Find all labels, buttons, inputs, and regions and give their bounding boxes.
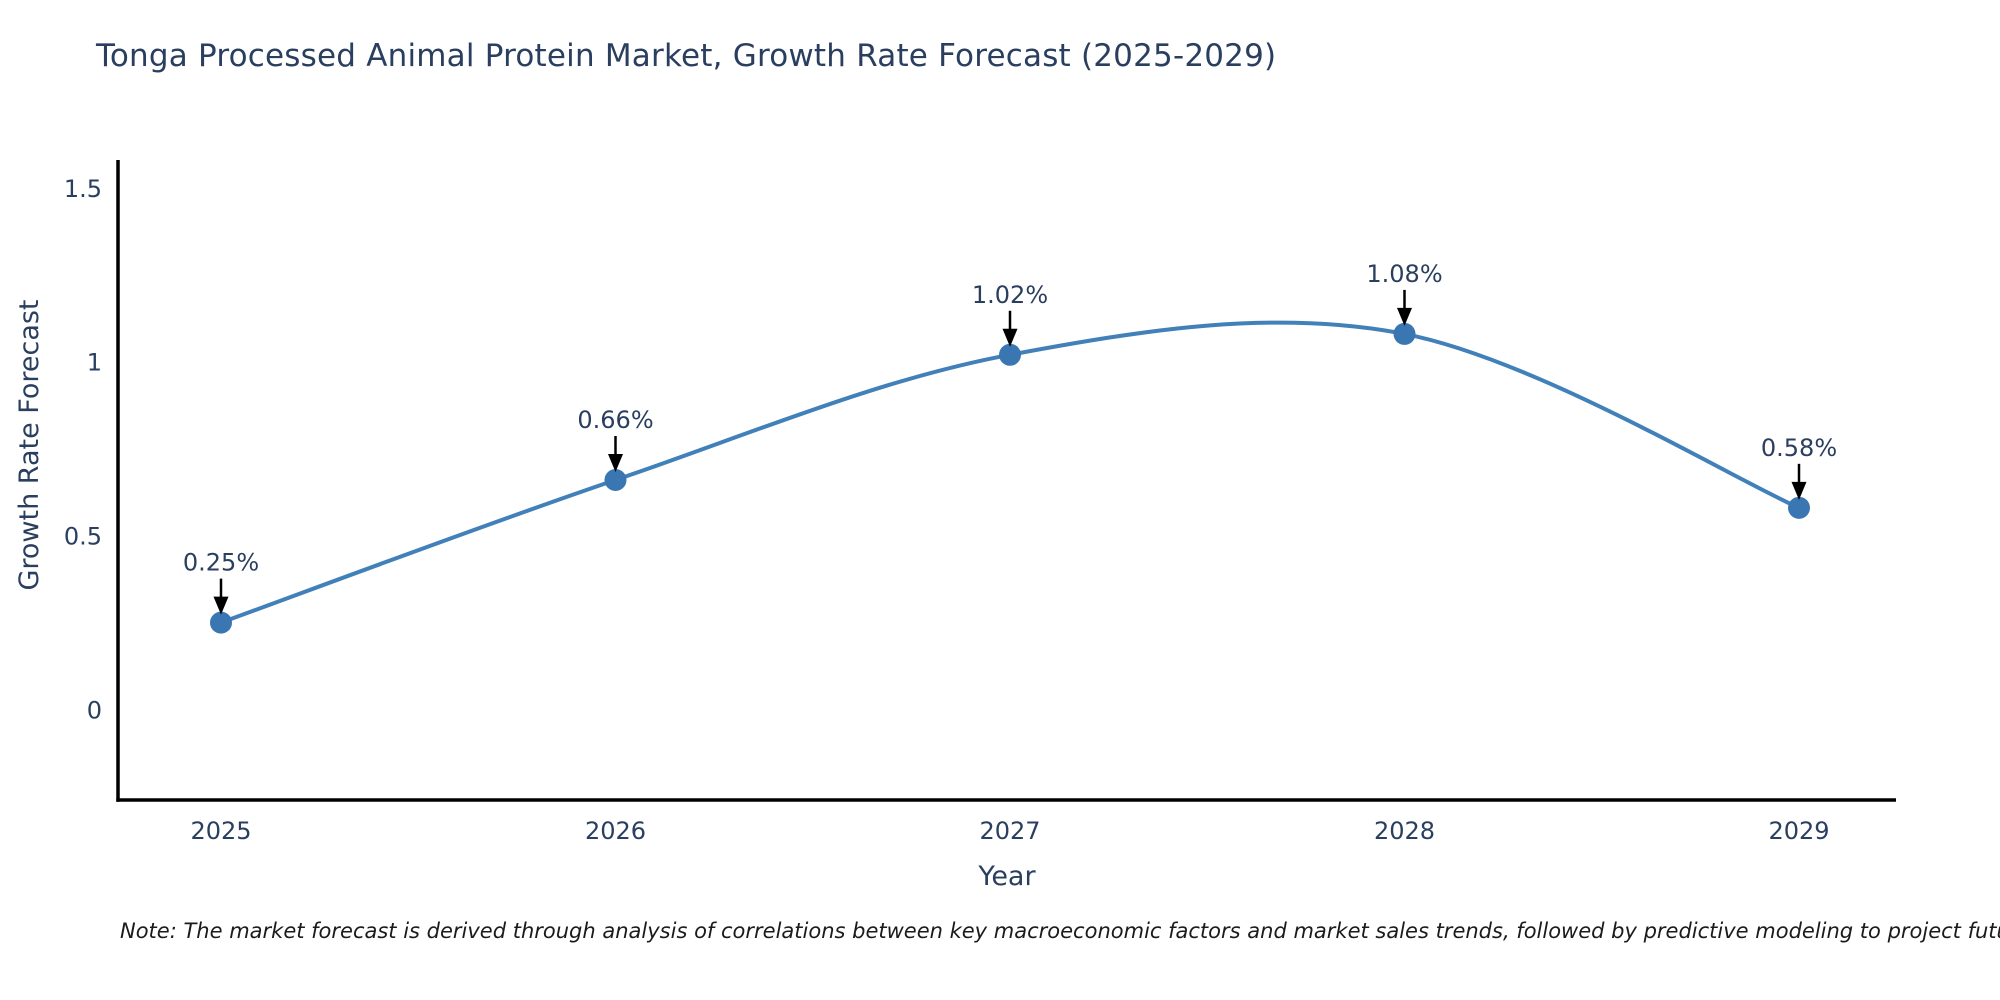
point-label-2028: 1.08% (1366, 260, 1442, 288)
x-tick-label-2028: 2028 (1374, 817, 1435, 845)
point-label-2026: 0.66% (577, 406, 653, 434)
data-point-marker-2025 (210, 611, 232, 634)
point-label-2029: 0.58% (1761, 434, 1837, 462)
y-tick-label-0: 0 (87, 697, 102, 725)
annotation-arrowhead-icon (608, 454, 623, 472)
data-point-marker-2028 (1393, 322, 1416, 345)
y-axis-title: Growth Rate Forecast (14, 299, 45, 591)
point-label-2027: 1.02% (972, 281, 1048, 309)
annotation-arrowhead-icon (213, 596, 229, 615)
y-tick-label-1: 1 (87, 349, 102, 377)
data-point-marker-2029 (1788, 496, 1810, 519)
data-point-marker-2027 (999, 343, 1021, 366)
y-tick-label-1.5: 1.5 (64, 175, 102, 203)
x-tick-label-2025: 2025 (190, 817, 251, 845)
forecast-line (219, 320, 1801, 625)
annotation-arrowhead-icon (1791, 481, 1807, 500)
point-label-2025: 0.25% (183, 549, 259, 577)
footnote: Note: The market forecast is derived thr… (120, 919, 2000, 943)
x-tick-label-2029: 2029 (1768, 817, 1829, 845)
annotation-arrowhead-icon (1002, 328, 1018, 347)
annotation-arrowhead-icon (1397, 307, 1412, 326)
x-tick-label-2027: 2027 (979, 817, 1040, 845)
y-tick-label-0.5: 0.5 (64, 523, 102, 551)
x-axis-title: Year (978, 861, 1036, 892)
chart-title: Tonga Processed Animal Protein Market, G… (96, 38, 1277, 74)
x-tick-label-2026: 2026 (585, 817, 646, 845)
data-point-marker-2026 (604, 469, 627, 491)
